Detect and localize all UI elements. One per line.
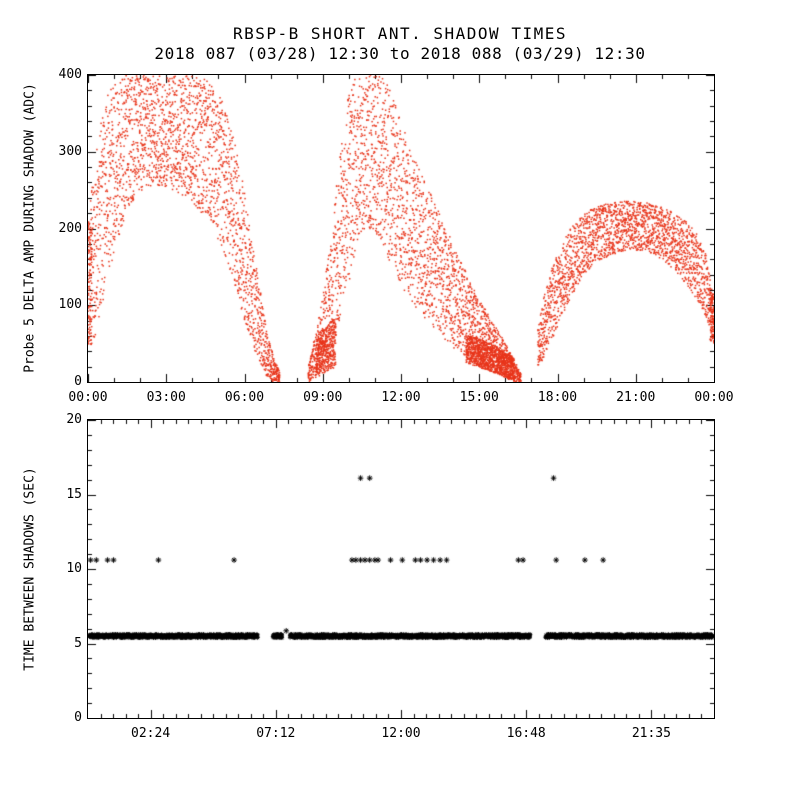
bottom-scatter-canvas xyxy=(87,419,715,719)
top-x-tick-label: 00:00 xyxy=(694,390,734,405)
top-y-tick-label: 200 xyxy=(58,220,82,236)
top-x-tick-label: 21:00 xyxy=(616,390,656,405)
top-y-tick-label: 100 xyxy=(58,297,82,313)
top-y-axis-label: Probe 5 DELTA AMP DURING SHADOW (ADC) xyxy=(22,83,38,373)
top-x-tick-label: 18:00 xyxy=(537,390,578,405)
bottom-x-tick-label: 21:35 xyxy=(631,726,671,741)
top-x-tick-label: 06:00 xyxy=(224,390,265,405)
bottom-x-tick-label: 07:12 xyxy=(256,726,296,741)
plot-subtitle: 2018 087 (03/28) 12:30 to 2018 088 (03/2… xyxy=(154,44,646,63)
bottom-y-axis-label: TIME BETWEEN SHADOWS (SEC) xyxy=(22,467,38,671)
top-x-tick-label: 12:00 xyxy=(381,390,421,405)
plot-title: RBSP-B SHORT ANT. SHADOW TIMES xyxy=(233,24,567,43)
bottom-x-tick-label: 16:48 xyxy=(506,726,546,741)
bottom-y-tick-label: 5 xyxy=(74,635,82,651)
bottom-x-tick-label: 12:00 xyxy=(381,726,421,741)
bottom-y-tick-label: 10 xyxy=(66,561,82,576)
top-y-tick-label: 0 xyxy=(74,374,82,389)
bottom-y-tick-label: 20 xyxy=(66,412,82,427)
bottom-y-tick-label: 15 xyxy=(66,486,82,502)
top-x-tick-label: 15:00 xyxy=(459,390,499,405)
bottom-x-tick-label: 02:24 xyxy=(131,726,171,741)
top-scatter-canvas xyxy=(87,74,715,383)
top-x-tick-label: 09:00 xyxy=(303,390,343,405)
top-x-tick-label: 00:00 xyxy=(68,390,108,405)
top-x-tick-label: 03:00 xyxy=(146,390,186,405)
top-y-tick-label: 400 xyxy=(58,67,82,82)
bottom-y-tick-label: 0 xyxy=(74,710,82,725)
top-y-tick-label: 300 xyxy=(58,143,82,159)
